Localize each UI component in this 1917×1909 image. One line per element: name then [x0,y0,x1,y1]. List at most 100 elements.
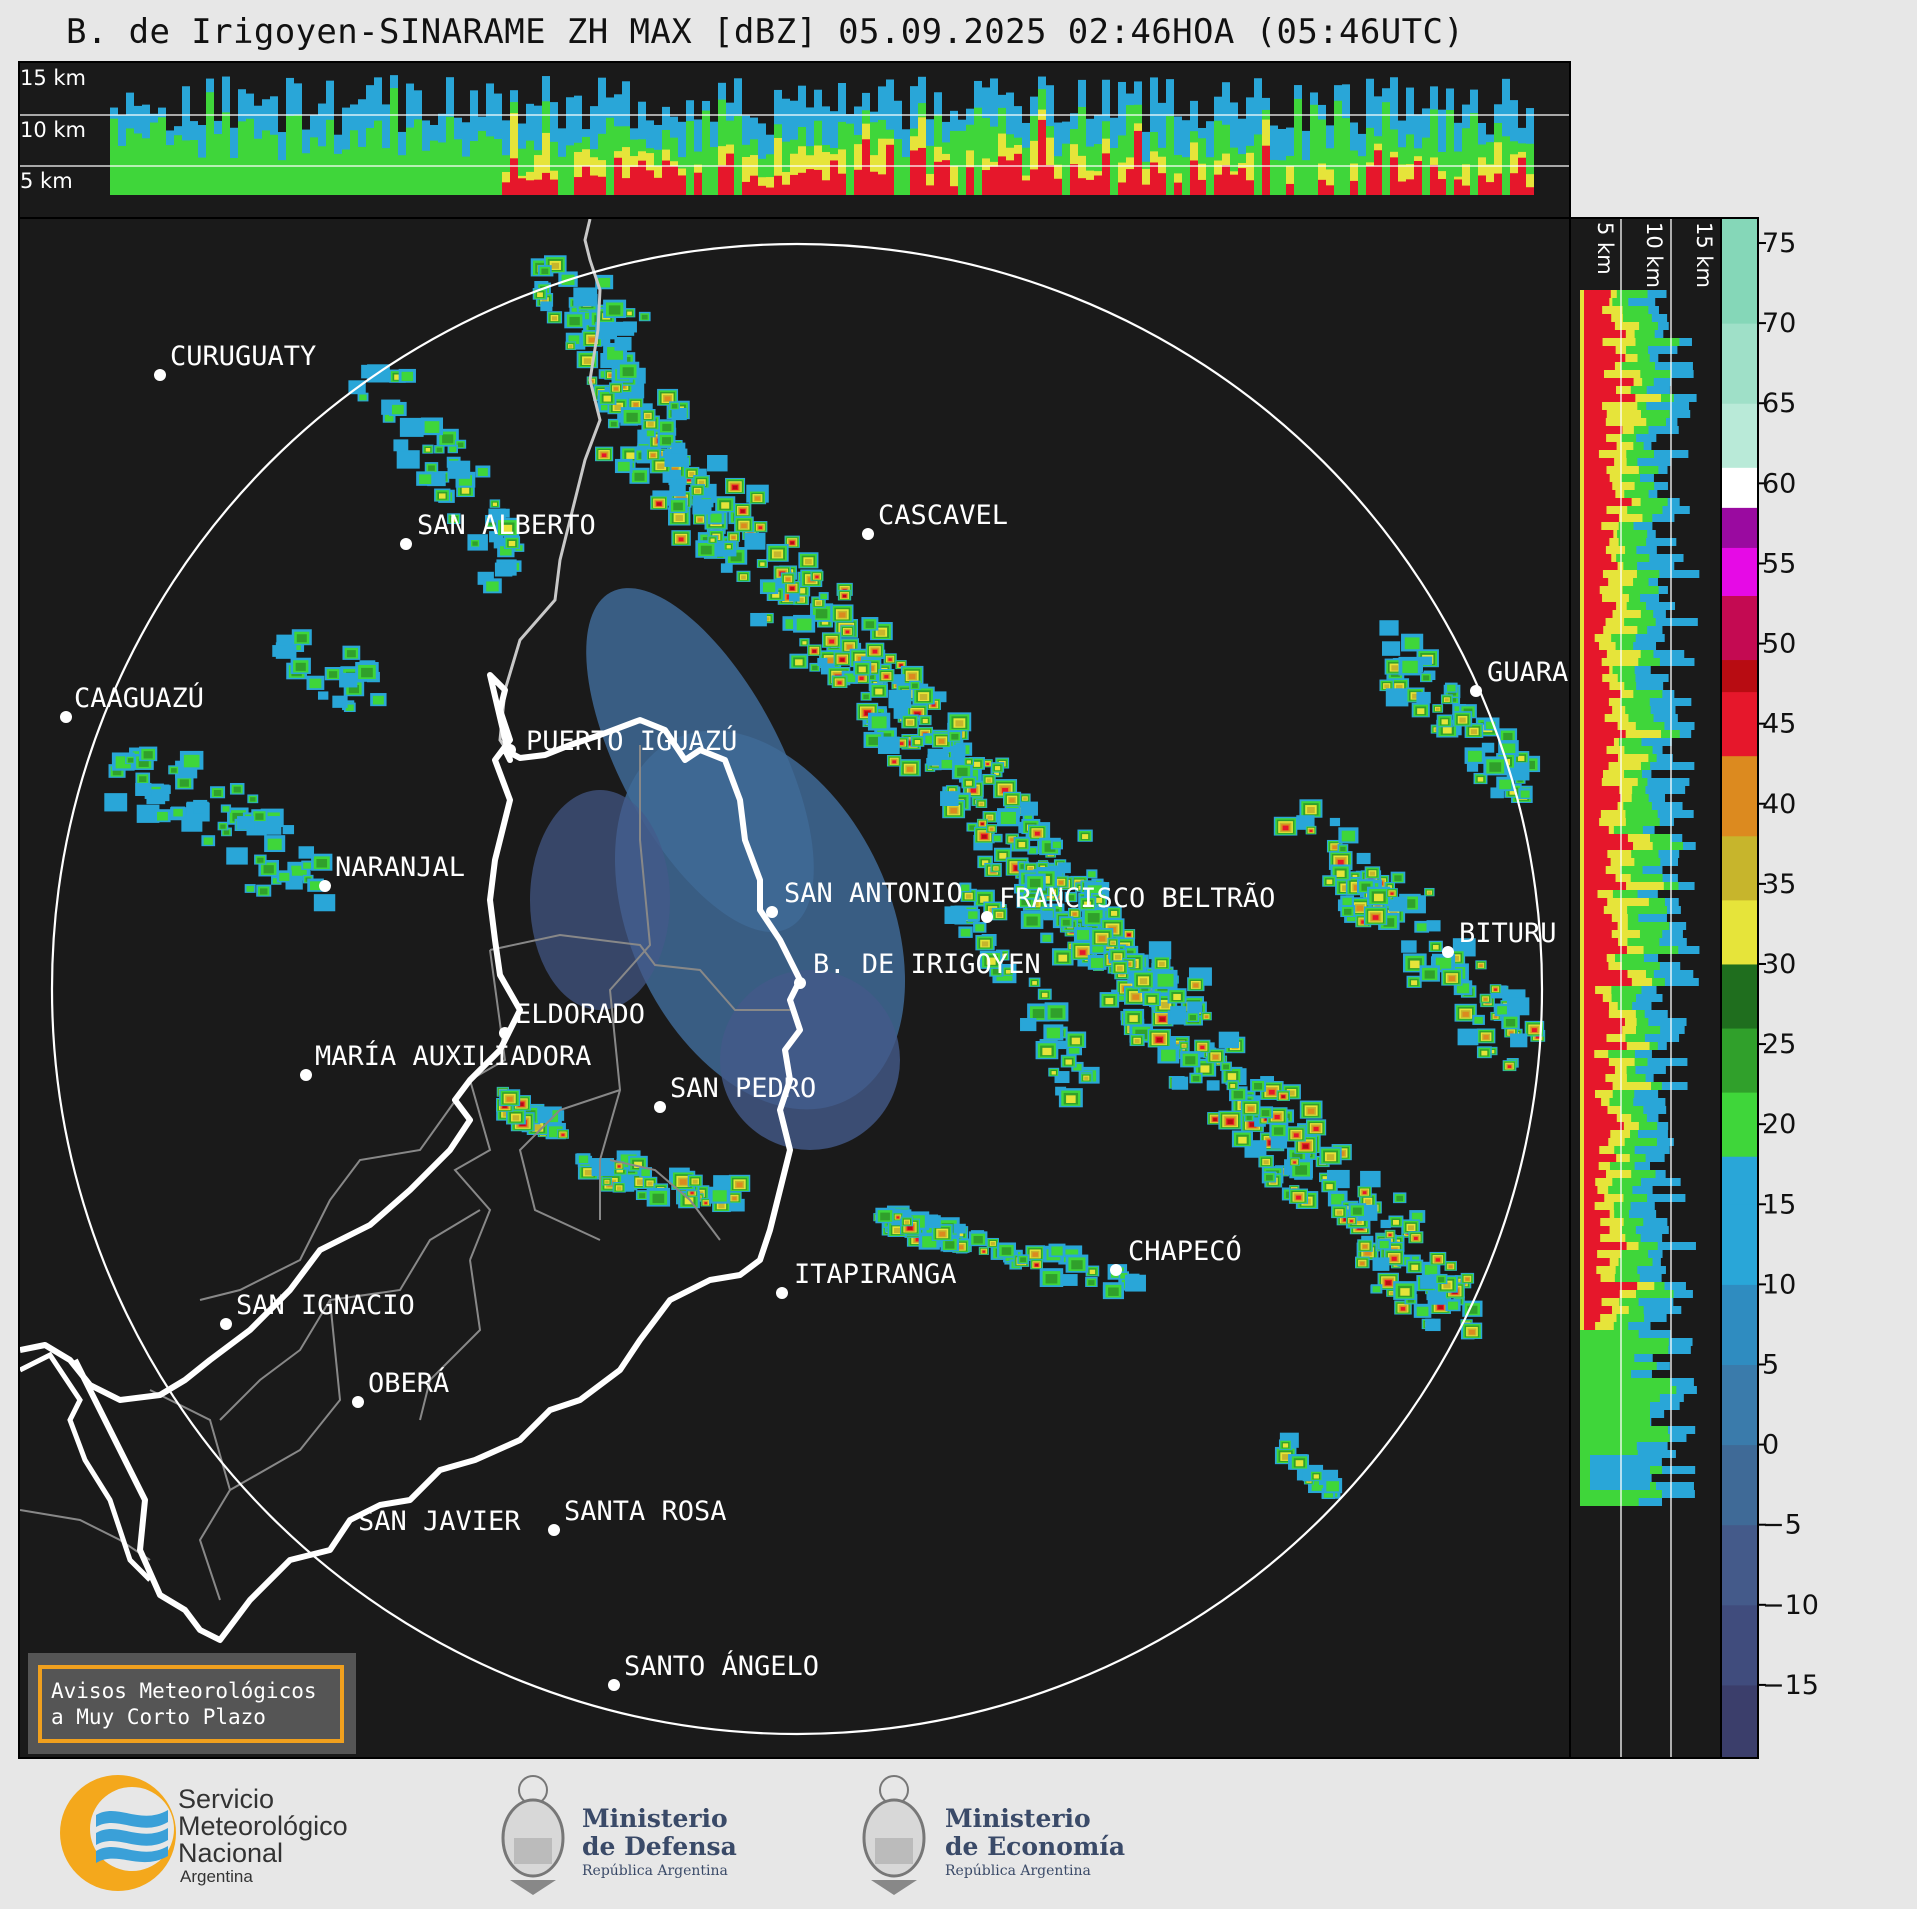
echo-cell [332,695,348,708]
echo-cell [1042,1047,1052,1056]
echo-cell [1005,969,1011,974]
echo-cell [732,485,738,490]
echo-cell [980,895,989,903]
top-echo-column [982,170,990,195]
top-echo-column [326,119,334,195]
top-echo-column [398,155,406,195]
top-echo-column [982,117,990,195]
echo-cell [698,480,705,486]
echo-cell [272,645,288,657]
top-panel-echoes [110,75,1534,195]
echo-cell [1392,1219,1399,1225]
echo-cell [1391,665,1399,671]
echo-cell [502,524,513,533]
city-label: CAAGUAZÚ [74,682,204,714]
right-echo-row [1584,530,1614,538]
echo-cell [1520,790,1530,798]
echo-cell [1432,944,1439,950]
top-echo-column [366,127,374,195]
top-echo-column [1366,127,1374,195]
echo-cell [1054,1071,1070,1084]
top-echo-column [1078,155,1086,195]
echo-cell [588,325,596,332]
echo-cell [391,404,404,415]
top-echo-column [334,153,342,195]
top-echo-column [302,153,310,195]
echo-cell [932,691,947,703]
echo-cell [1389,1292,1394,1295]
echo-cell [802,641,807,645]
echo-cell [979,802,984,806]
echo-cell [1193,983,1199,988]
echo-cell [908,673,916,680]
echo-cell [1416,1306,1429,1317]
right-echo-row [1580,586,1623,594]
echo-cell [1046,1027,1061,1039]
top-echo-column [1462,164,1470,195]
echo-cell [1506,997,1530,1016]
right-echo-row [1584,562,1618,570]
top-echo-column [966,167,974,195]
echo-cell [924,1215,941,1229]
top-echo-column [1318,119,1326,195]
echo-cell [1057,862,1071,874]
warning-box[interactable]: Avisos Meteorológicos a Muy Corto Plazo [28,1653,356,1754]
echo-cell [1182,1044,1186,1048]
top-echo-column [174,135,182,195]
echo-cell [1408,1225,1414,1231]
echo-cell [646,430,655,437]
echo-cell [945,1241,955,1249]
weak-echo-area [530,588,906,1150]
echo-cell [597,336,611,346]
city-marker [766,906,778,918]
echo-cell [1068,1045,1080,1054]
top-echo-column [1486,164,1494,195]
echo-cell [1448,976,1455,982]
echo-cell [840,658,845,662]
echo-cell [1029,878,1041,888]
echo-cell [872,649,878,654]
echo-cell [950,808,957,814]
right-echo-row [1584,770,1603,778]
top-echo-column [1438,179,1446,195]
top-cross-section-panel: 15 km 10 km 5 km [18,61,1571,219]
right-echo-row [1584,754,1618,762]
echo-cell [603,395,611,402]
echo-cell [1469,1329,1475,1335]
echo-cell [907,720,913,725]
echo-cell [1447,684,1456,692]
echo-cell [1326,879,1333,885]
top-echo-column [590,175,598,195]
top-echo-column [1214,174,1222,195]
top-echo-column [126,128,134,195]
top-echo-column [750,155,758,195]
echo-cell [730,552,742,562]
echo-cell [436,447,442,452]
top-echo-column [694,172,702,195]
echo-cell [183,754,200,768]
echo-cell [1134,1039,1140,1044]
echo-cell [931,703,936,707]
echo-cell [1380,1219,1391,1229]
echo-cell [1021,897,1031,906]
top-echo-column [1030,169,1038,195]
echo-cell [634,472,645,481]
echo-cell [994,771,999,776]
city-marker [319,880,331,892]
echo-cell [892,674,905,685]
echo-cell [925,735,936,744]
top-height-label-15: 15 km [20,66,86,90]
echo-cell [641,314,648,320]
city-marker [1110,1264,1122,1276]
echo-cell [961,884,970,892]
echo-cell [744,532,766,550]
echo-cell [316,859,328,868]
echo-cell [348,684,360,694]
echo-cell [255,813,264,820]
echo-cell [601,453,607,458]
right-echo-row [1584,338,1603,346]
echo-cell [713,1175,731,1190]
echo-cell [1173,993,1181,1001]
echo-cell [1356,905,1364,911]
echo-cell [1385,688,1409,707]
